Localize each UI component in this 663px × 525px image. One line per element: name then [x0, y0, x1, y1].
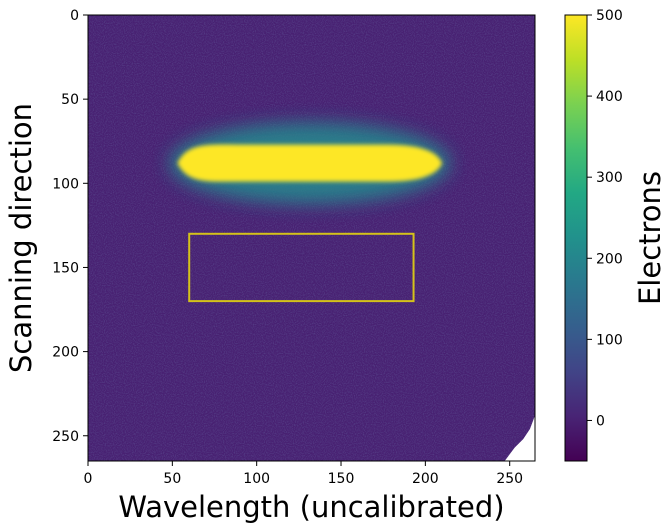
heatmap-noise — [88, 15, 535, 461]
x-tick-label: 150 — [328, 471, 355, 487]
y-tick-label: 50 — [61, 92, 79, 108]
x-axis-label: Wavelength (uncalibrated) — [118, 490, 504, 524]
y-axis-label: Scanning direction — [4, 103, 38, 373]
y-tick-label: 0 — [70, 8, 79, 24]
colorbar-gradient — [565, 15, 587, 461]
y-tick-label: 250 — [52, 429, 79, 445]
x-tick-label: 0 — [84, 471, 93, 487]
x-tick-label: 200 — [412, 471, 439, 487]
y-tick-label: 100 — [52, 176, 79, 192]
bright-spectrum — [177, 145, 442, 182]
x-tick-label: 100 — [243, 471, 270, 487]
y-tick-label: 200 — [52, 345, 79, 361]
colorbar: 0 100 200 300 400 500 Electrons — [565, 8, 663, 461]
x-tick-label: 250 — [496, 471, 523, 487]
colorbar-tick-label: 100 — [596, 332, 623, 348]
x-tick-label: 50 — [163, 471, 181, 487]
colorbar-tick-label: 500 — [596, 8, 623, 24]
colorbar-tick-label: 400 — [596, 89, 623, 105]
y-tick-label: 150 — [52, 260, 79, 276]
colorbar-tick-label: 300 — [596, 170, 623, 186]
heatmap-plot — [88, 15, 535, 461]
colorbar-tick-label: 200 — [596, 251, 623, 267]
colorbar-tick-label: 0 — [596, 413, 605, 429]
colorbar-label: Electrons — [633, 171, 663, 305]
